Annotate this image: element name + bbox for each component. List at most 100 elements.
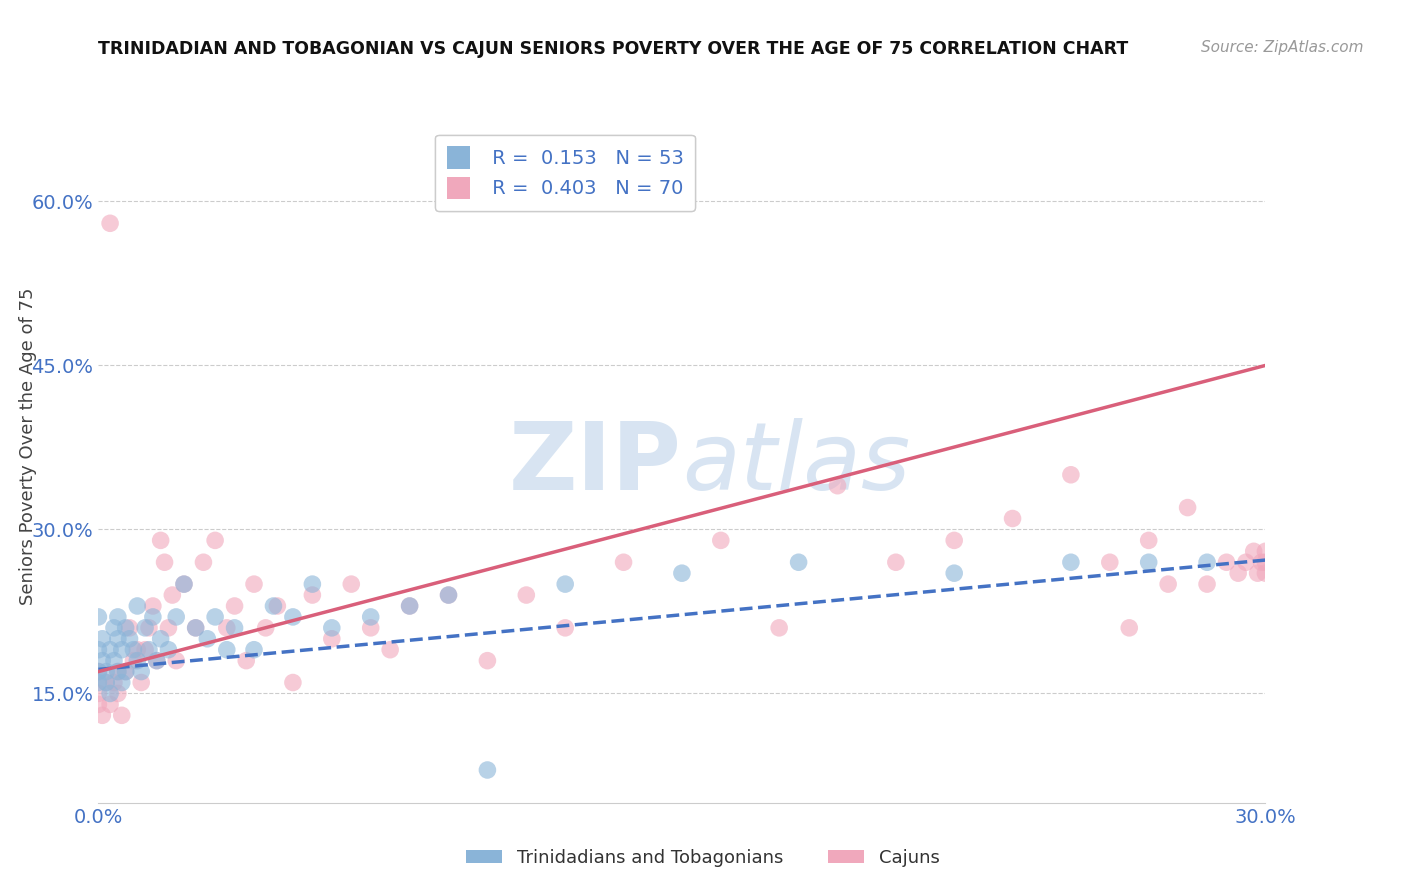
Point bbox=[98, 216, 121, 230]
Point bbox=[254, 621, 277, 635]
Point bbox=[266, 599, 288, 613]
Point bbox=[360, 621, 382, 635]
Point bbox=[1098, 555, 1121, 569]
Point bbox=[1137, 533, 1160, 548]
Point bbox=[884, 555, 907, 569]
Point bbox=[1254, 544, 1277, 558]
Point bbox=[111, 675, 134, 690]
Text: TRINIDADIAN AND TOBAGONIAN VS CAJUN SENIORS POVERTY OVER THE AGE OF 75 CORRELATI: TRINIDADIAN AND TOBAGONIAN VS CAJUN SENI… bbox=[98, 40, 1129, 58]
Point bbox=[1001, 511, 1024, 525]
Point bbox=[138, 642, 160, 657]
Point bbox=[129, 665, 152, 679]
Point bbox=[321, 632, 343, 646]
Point bbox=[111, 642, 134, 657]
Text: Seniors Poverty Over the Age of 75: Seniors Poverty Over the Age of 75 bbox=[20, 287, 37, 605]
Point bbox=[1215, 555, 1237, 569]
Point bbox=[1060, 555, 1083, 569]
Point bbox=[1250, 555, 1272, 569]
Point bbox=[1234, 555, 1257, 569]
Point bbox=[204, 610, 226, 624]
Point bbox=[1195, 555, 1218, 569]
Point bbox=[118, 621, 141, 635]
Point bbox=[107, 665, 129, 679]
Point bbox=[1157, 577, 1180, 591]
Point bbox=[613, 555, 636, 569]
Point bbox=[91, 632, 114, 646]
Point bbox=[134, 621, 156, 635]
Point bbox=[122, 642, 145, 657]
Point bbox=[215, 642, 238, 657]
Point bbox=[103, 621, 125, 635]
Point bbox=[554, 621, 576, 635]
Point bbox=[243, 577, 266, 591]
Point bbox=[671, 566, 693, 581]
Legend: Trinidadians and Tobagonians, Cajuns: Trinidadians and Tobagonians, Cajuns bbox=[458, 842, 948, 874]
Point bbox=[437, 588, 460, 602]
Point bbox=[235, 654, 257, 668]
Point bbox=[1118, 621, 1140, 635]
Point bbox=[142, 599, 165, 613]
Point bbox=[149, 533, 172, 548]
Point bbox=[204, 533, 226, 548]
Point bbox=[165, 610, 187, 624]
Point bbox=[91, 708, 114, 723]
Point bbox=[184, 621, 207, 635]
Point bbox=[134, 642, 156, 657]
Point bbox=[1254, 555, 1277, 569]
Point bbox=[1227, 566, 1250, 581]
Point bbox=[114, 621, 136, 635]
Point bbox=[98, 698, 121, 712]
Point bbox=[1195, 577, 1218, 591]
Point bbox=[91, 654, 114, 668]
Point bbox=[114, 665, 136, 679]
Point bbox=[184, 621, 207, 635]
Point bbox=[146, 654, 169, 668]
Text: ZIP: ZIP bbox=[509, 417, 682, 510]
Point bbox=[195, 632, 218, 646]
Point bbox=[281, 675, 304, 690]
Point bbox=[114, 665, 136, 679]
Point bbox=[215, 621, 238, 635]
Point bbox=[103, 654, 125, 668]
Point bbox=[1243, 544, 1265, 558]
Point bbox=[398, 599, 420, 613]
Text: atlas: atlas bbox=[682, 418, 910, 509]
Point bbox=[301, 588, 323, 602]
Point bbox=[1254, 566, 1277, 581]
Point bbox=[173, 577, 195, 591]
Point bbox=[262, 599, 284, 613]
Point bbox=[142, 610, 165, 624]
Point bbox=[107, 610, 129, 624]
Point bbox=[96, 675, 118, 690]
Point bbox=[87, 698, 110, 712]
Point bbox=[787, 555, 810, 569]
Point bbox=[671, 806, 693, 821]
Point bbox=[165, 654, 187, 668]
Point bbox=[127, 642, 149, 657]
Point bbox=[87, 665, 110, 679]
Point bbox=[107, 665, 129, 679]
Text: Source: ZipAtlas.com: Source: ZipAtlas.com bbox=[1201, 40, 1364, 55]
Point bbox=[281, 610, 304, 624]
Point bbox=[437, 588, 460, 602]
Point bbox=[340, 577, 363, 591]
Point bbox=[554, 577, 576, 591]
Point bbox=[768, 621, 790, 635]
Point bbox=[149, 632, 172, 646]
Point bbox=[1060, 467, 1083, 482]
Point bbox=[193, 555, 215, 569]
Point bbox=[157, 642, 180, 657]
Point bbox=[477, 654, 499, 668]
Point bbox=[107, 686, 129, 700]
Point bbox=[943, 533, 966, 548]
Point bbox=[122, 654, 145, 668]
Point bbox=[1177, 500, 1199, 515]
Point bbox=[162, 588, 184, 602]
Point bbox=[827, 479, 849, 493]
Point bbox=[87, 686, 110, 700]
Point bbox=[127, 599, 149, 613]
Point bbox=[107, 632, 129, 646]
Point bbox=[515, 588, 537, 602]
Point bbox=[87, 665, 110, 679]
Point bbox=[98, 642, 121, 657]
